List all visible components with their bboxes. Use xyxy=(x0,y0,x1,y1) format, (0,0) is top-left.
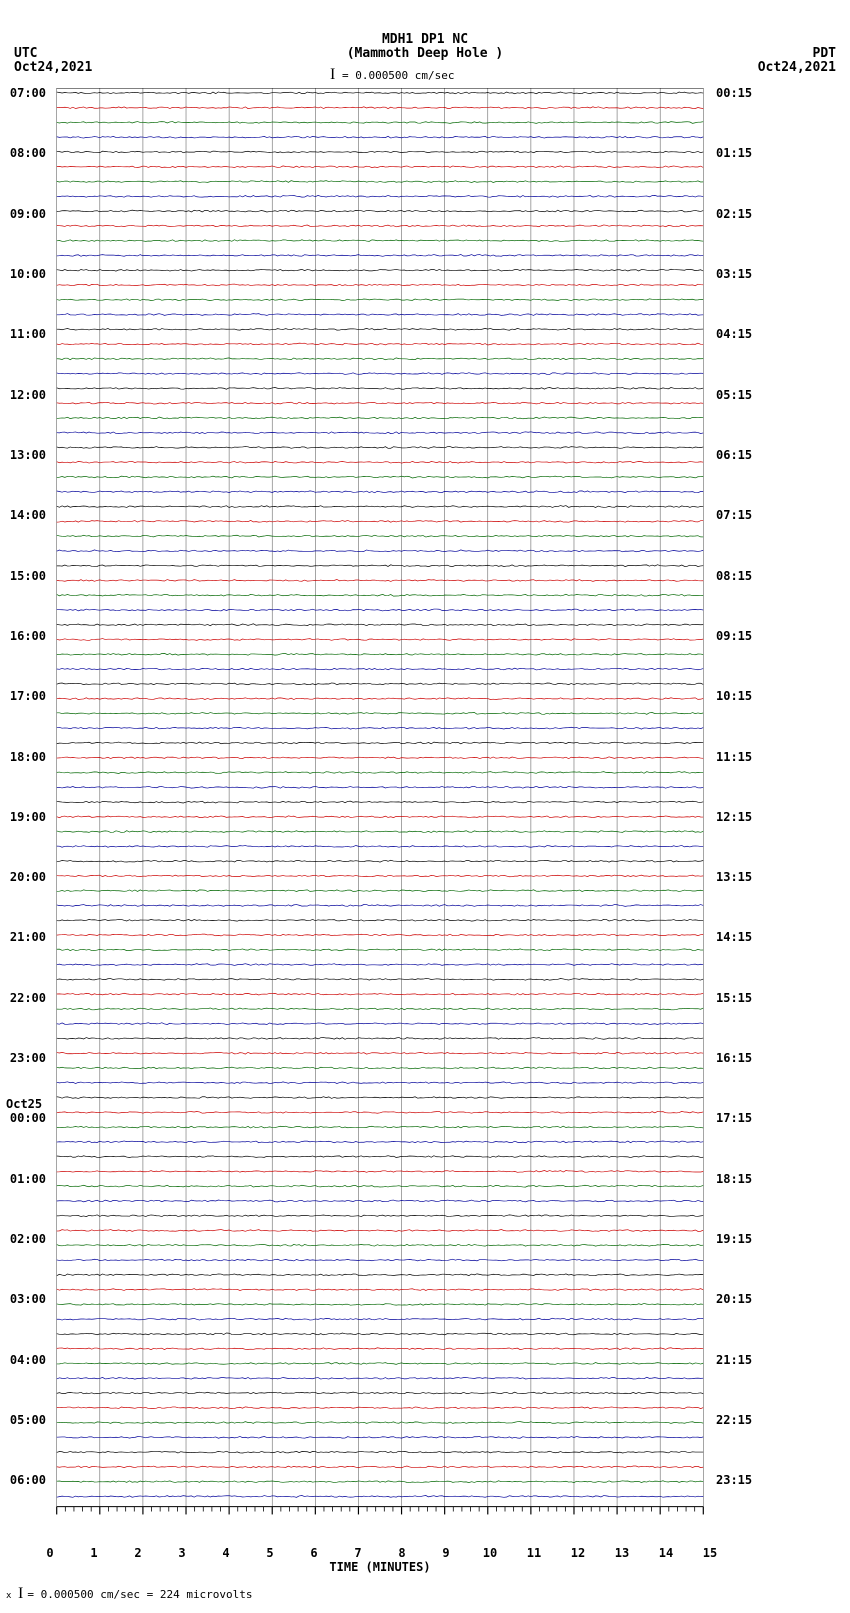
utc-hour-label: 04:00 xyxy=(6,1353,46,1367)
pdt-hour-label: 14:15 xyxy=(716,930,761,944)
x-tick-label: 11 xyxy=(524,1546,544,1560)
x-tick-label: 9 xyxy=(436,1546,456,1560)
x-tick-label: 10 xyxy=(480,1546,500,1560)
station-code: MDH1 DP1 NC xyxy=(0,32,850,47)
utc-hour-label: 00:00 xyxy=(6,1111,46,1125)
pdt-hour-label: 01:15 xyxy=(716,146,761,160)
pdt-hour-label: 22:15 xyxy=(716,1413,761,1427)
x-tick-label: 4 xyxy=(216,1546,236,1560)
utc-hour-label: 18:00 xyxy=(6,750,46,764)
x-tick-label: 13 xyxy=(612,1546,632,1560)
x-tick-label: 5 xyxy=(260,1546,280,1560)
pdt-hour-label: 16:15 xyxy=(716,1051,761,1065)
utc-hour-label: 08:00 xyxy=(6,146,46,160)
pdt-hour-label: 06:15 xyxy=(716,448,761,462)
utc-hour-label: 22:00 xyxy=(6,991,46,1005)
x-tick-label: 1 xyxy=(84,1546,104,1560)
pdt-hour-label: 12:15 xyxy=(716,810,761,824)
left-date: Oct24,2021 xyxy=(14,60,92,75)
utc-hour-label: 13:00 xyxy=(6,448,46,462)
right-date: Oct24,2021 xyxy=(758,60,836,75)
utc-hour-label: 05:00 xyxy=(6,1413,46,1427)
pdt-hour-label: 00:15 xyxy=(716,86,761,100)
pdt-hour-label: 17:15 xyxy=(716,1111,761,1125)
utc-hour-label: 10:00 xyxy=(6,267,46,281)
helicorder-container: MDH1 DP1 NC (Mammoth Deep Hole ) UTC Oct… xyxy=(0,0,850,1613)
utc-hour-label: 16:00 xyxy=(6,629,46,643)
x-tick-label: 7 xyxy=(348,1546,368,1560)
utc-hour-label: 23:00 xyxy=(6,1051,46,1065)
utc-hour-label: 09:00 xyxy=(6,207,46,221)
pdt-hour-label: 18:15 xyxy=(716,1172,761,1186)
helicorder-plot xyxy=(50,88,710,1536)
pdt-hour-label: 15:15 xyxy=(716,991,761,1005)
pdt-hour-label: 07:15 xyxy=(716,508,761,522)
x-tick-label: 8 xyxy=(392,1546,412,1560)
utc-hour-label: 12:00 xyxy=(6,388,46,402)
x-tick-label: 15 xyxy=(700,1546,720,1560)
utc-hour-label: 01:00 xyxy=(6,1172,46,1186)
x-tick-label: 0 xyxy=(40,1546,60,1560)
utc-hour-label: 20:00 xyxy=(6,870,46,884)
scale-indicator: I = 0.000500 cm/sec xyxy=(330,66,455,84)
x-tick-label: 6 xyxy=(304,1546,324,1560)
utc-hour-label: 03:00 xyxy=(6,1292,46,1306)
utc-hour-label: 06:00 xyxy=(6,1473,46,1487)
x-tick-label: 3 xyxy=(172,1546,192,1560)
utc-hour-label: 19:00 xyxy=(6,810,46,824)
pdt-hour-label: 10:15 xyxy=(716,689,761,703)
utc-hour-label: 07:00 xyxy=(6,86,46,100)
pdt-hour-label: 04:15 xyxy=(716,327,761,341)
utc-hour-label: 21:00 xyxy=(6,930,46,944)
x-tick-label: 14 xyxy=(656,1546,676,1560)
pdt-hour-label: 23:15 xyxy=(716,1473,761,1487)
left-timezone: UTC xyxy=(14,46,37,61)
footer-scale: x I = 0.000500 cm/sec = 224 microvolts xyxy=(6,1585,253,1603)
x-axis-title: TIME (MINUTES) xyxy=(50,1560,710,1574)
utc-hour-label: 17:00 xyxy=(6,689,46,703)
pdt-hour-label: 08:15 xyxy=(716,569,761,583)
x-tick-label: 2 xyxy=(128,1546,148,1560)
pdt-hour-label: 09:15 xyxy=(716,629,761,643)
utc-hour-label: 02:00 xyxy=(6,1232,46,1246)
pdt-hour-label: 05:15 xyxy=(716,388,761,402)
pdt-hour-label: 21:15 xyxy=(716,1353,761,1367)
utc-hour-label: 11:00 xyxy=(6,327,46,341)
right-timezone: PDT xyxy=(813,46,836,61)
pdt-hour-label: 02:15 xyxy=(716,207,761,221)
pdt-hour-label: 20:15 xyxy=(716,1292,761,1306)
utc-hour-label: 14:00 xyxy=(6,508,46,522)
pdt-hour-label: 19:15 xyxy=(716,1232,761,1246)
pdt-hour-label: 11:15 xyxy=(716,750,761,764)
pdt-hour-label: 03:15 xyxy=(716,267,761,281)
x-tick-label: 12 xyxy=(568,1546,588,1560)
utc-hour-label: 15:00 xyxy=(6,569,46,583)
date-marker: Oct25 xyxy=(6,1097,42,1111)
pdt-hour-label: 13:15 xyxy=(716,870,761,884)
station-name: (Mammoth Deep Hole ) xyxy=(0,46,850,61)
